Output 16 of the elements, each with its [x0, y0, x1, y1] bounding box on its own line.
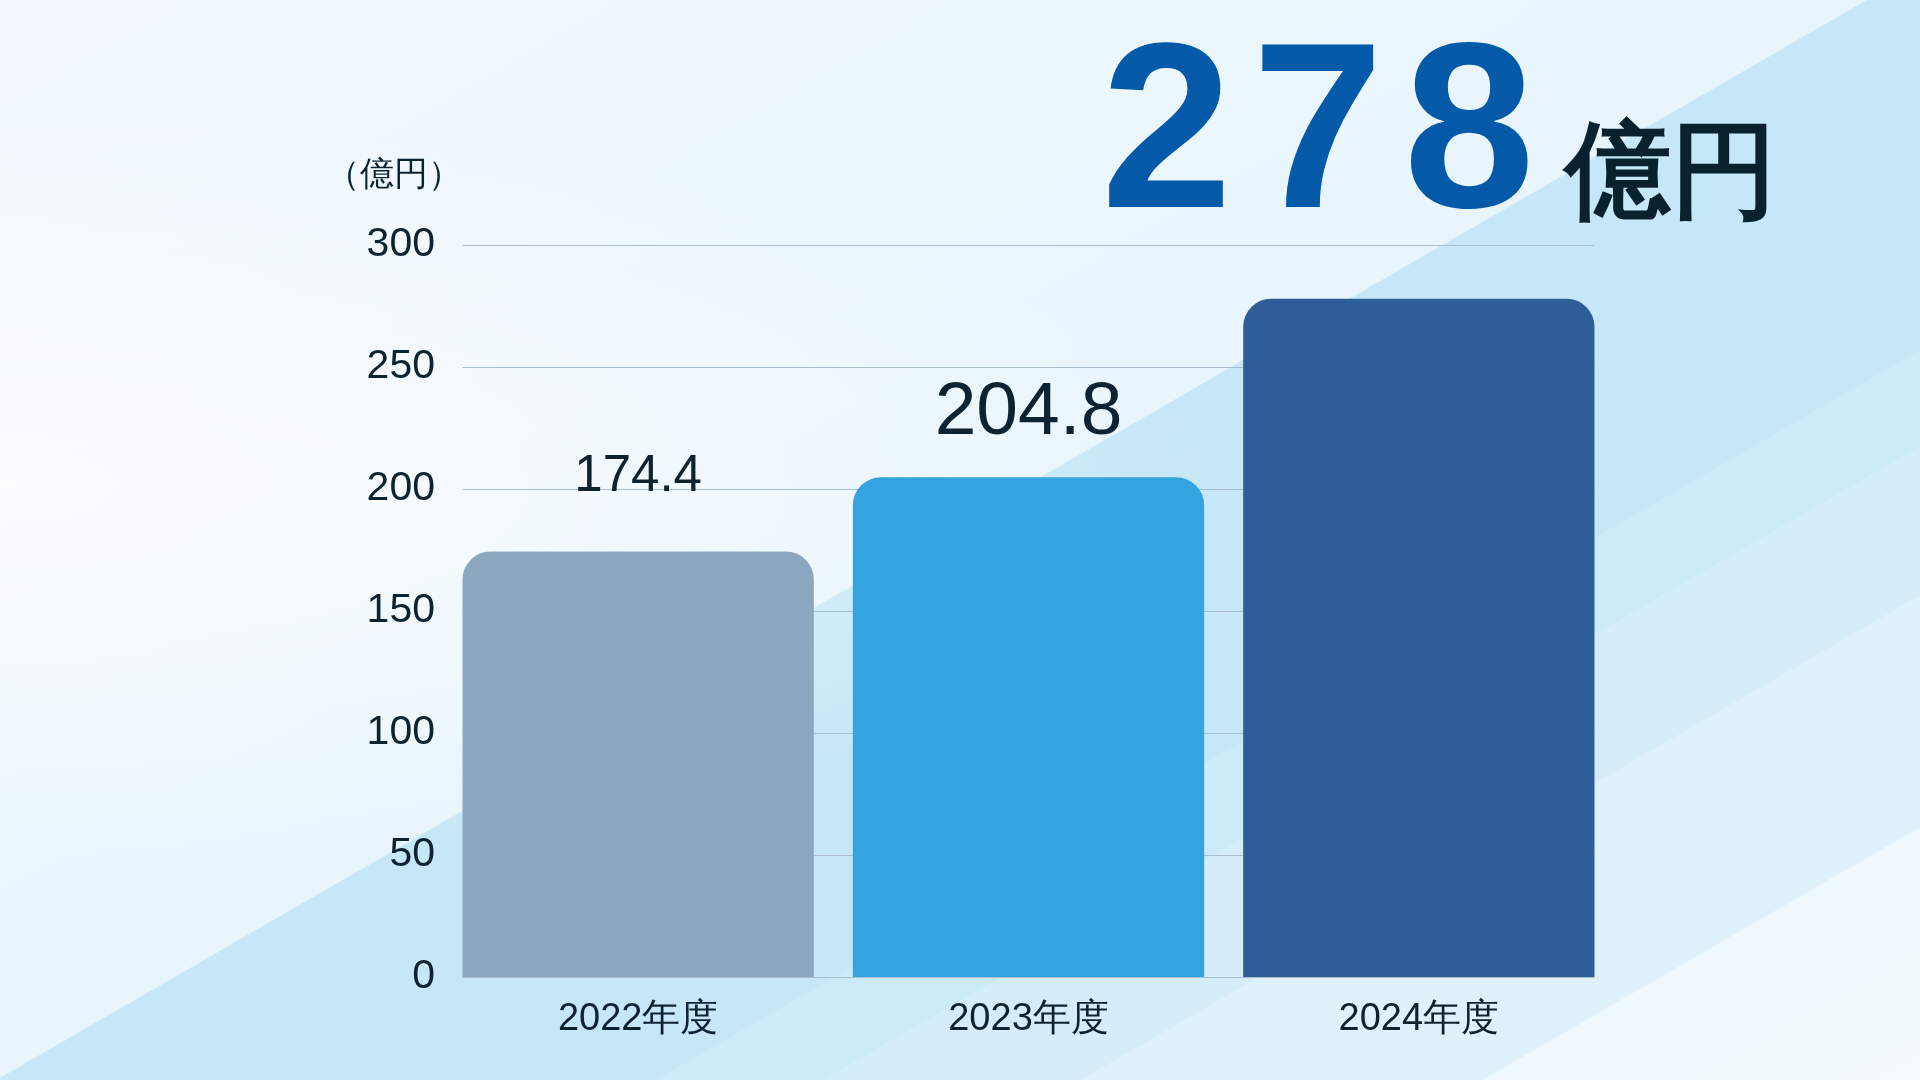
x-tick-label: 2023年度 — [948, 996, 1109, 1039]
bar — [852, 477, 1205, 977]
bar — [1243, 298, 1595, 977]
data-label: 204.8 — [934, 366, 1123, 451]
y-tick-label: 300 — [366, 219, 435, 266]
y-tick-label: 0 — [412, 951, 435, 998]
y-tick-label: 200 — [366, 463, 435, 510]
data-label: 174.4 — [574, 445, 702, 503]
bar — [462, 551, 814, 977]
y-tick-label: 250 — [366, 341, 435, 388]
y-tick-label: 100 — [366, 707, 435, 754]
y-tick-label: 50 — [389, 829, 435, 876]
x-tick-label: 2024年度 — [1338, 996, 1500, 1039]
y-tick-label: 150 — [366, 585, 435, 632]
x-tick-label: 2022年度 — [557, 996, 719, 1039]
y-axis-title: （億円） — [326, 154, 462, 193]
